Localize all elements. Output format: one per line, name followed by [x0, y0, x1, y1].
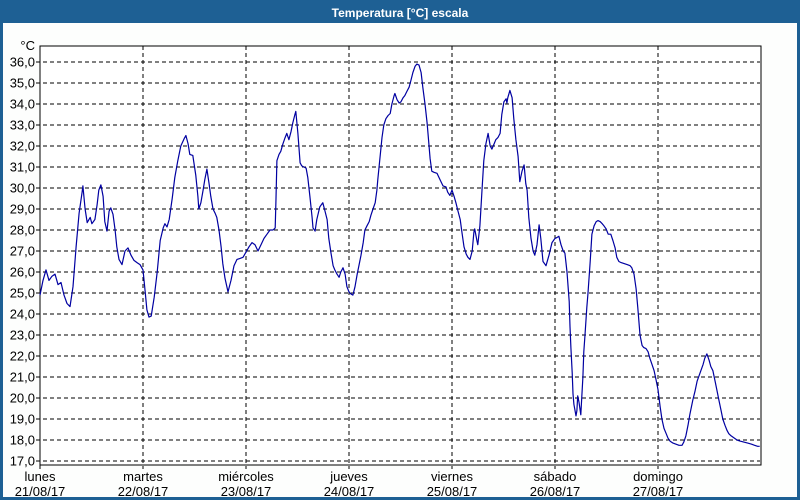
y-tick-label: 27,0 [10, 244, 35, 259]
x-date-label: 27/08/17 [633, 484, 684, 497]
temperature-line [39, 63, 760, 447]
plot-border [39, 45, 762, 466]
y-tick-label: 18,0 [10, 433, 35, 448]
x-day-label: jueves [329, 469, 368, 484]
x-date-label: 26/08/17 [530, 484, 581, 497]
y-tick-label: 20,0 [10, 391, 35, 406]
y-tick-label: 30,0 [10, 181, 35, 196]
x-day-label: lunes [24, 469, 56, 484]
y-tick-label: 24,0 [10, 307, 35, 322]
y-tick-label: 25,0 [10, 286, 35, 301]
x-day-label: domingo [633, 469, 683, 484]
x-date-label: 22/08/17 [118, 484, 169, 497]
x-date-label: 25/08/17 [427, 484, 478, 497]
x-date-label: 24/08/17 [324, 484, 375, 497]
temperature-chart[interactable]: 36,0 35,0 34,0 33,0 32,0 31,0 30,0 29,0 28,0 27,0… [3, 23, 797, 497]
y-tick-label: 19,0 [10, 412, 35, 427]
x-date-label: 21/08/17 [15, 484, 66, 497]
window-title-bar: Temperatura [°C] escala [3, 3, 797, 23]
y-tick-label: 32,0 [10, 139, 35, 154]
y-tick-label: 28,0 [10, 223, 35, 238]
y-tick-label: 31,0 [10, 160, 35, 175]
y-tick-label: 36,0 [10, 55, 35, 70]
y-tick-label: 35,0 [10, 76, 35, 91]
x-day-label: martes [123, 469, 163, 484]
plot-area-background [40, 46, 761, 465]
x-day-label: miércoles [218, 469, 274, 484]
y-axis-unit-label: °C [20, 38, 35, 53]
y-tick-label: 17,0 [10, 454, 35, 469]
x-date-label: 23/08/17 [221, 484, 272, 497]
y-tick-label: 34,0 [10, 97, 35, 112]
y-tick-label: 21,0 [10, 370, 35, 385]
window-title: Temperatura [°C] escala [331, 6, 469, 20]
y-tick-label: 22,0 [10, 349, 35, 364]
plot-wrap: 36,0 35,0 34,0 33,0 32,0 31,0 30,0 29,0 28,0 27,0… [3, 23, 797, 497]
y-tick-label: 29,0 [10, 202, 35, 217]
x-day-label: sábado [534, 469, 577, 484]
y-tick-label: 26,0 [10, 265, 35, 280]
y-tick-label: 33,0 [10, 118, 35, 133]
y-tick-label: 23,0 [10, 328, 35, 343]
x-day-label: viernes [431, 469, 473, 484]
